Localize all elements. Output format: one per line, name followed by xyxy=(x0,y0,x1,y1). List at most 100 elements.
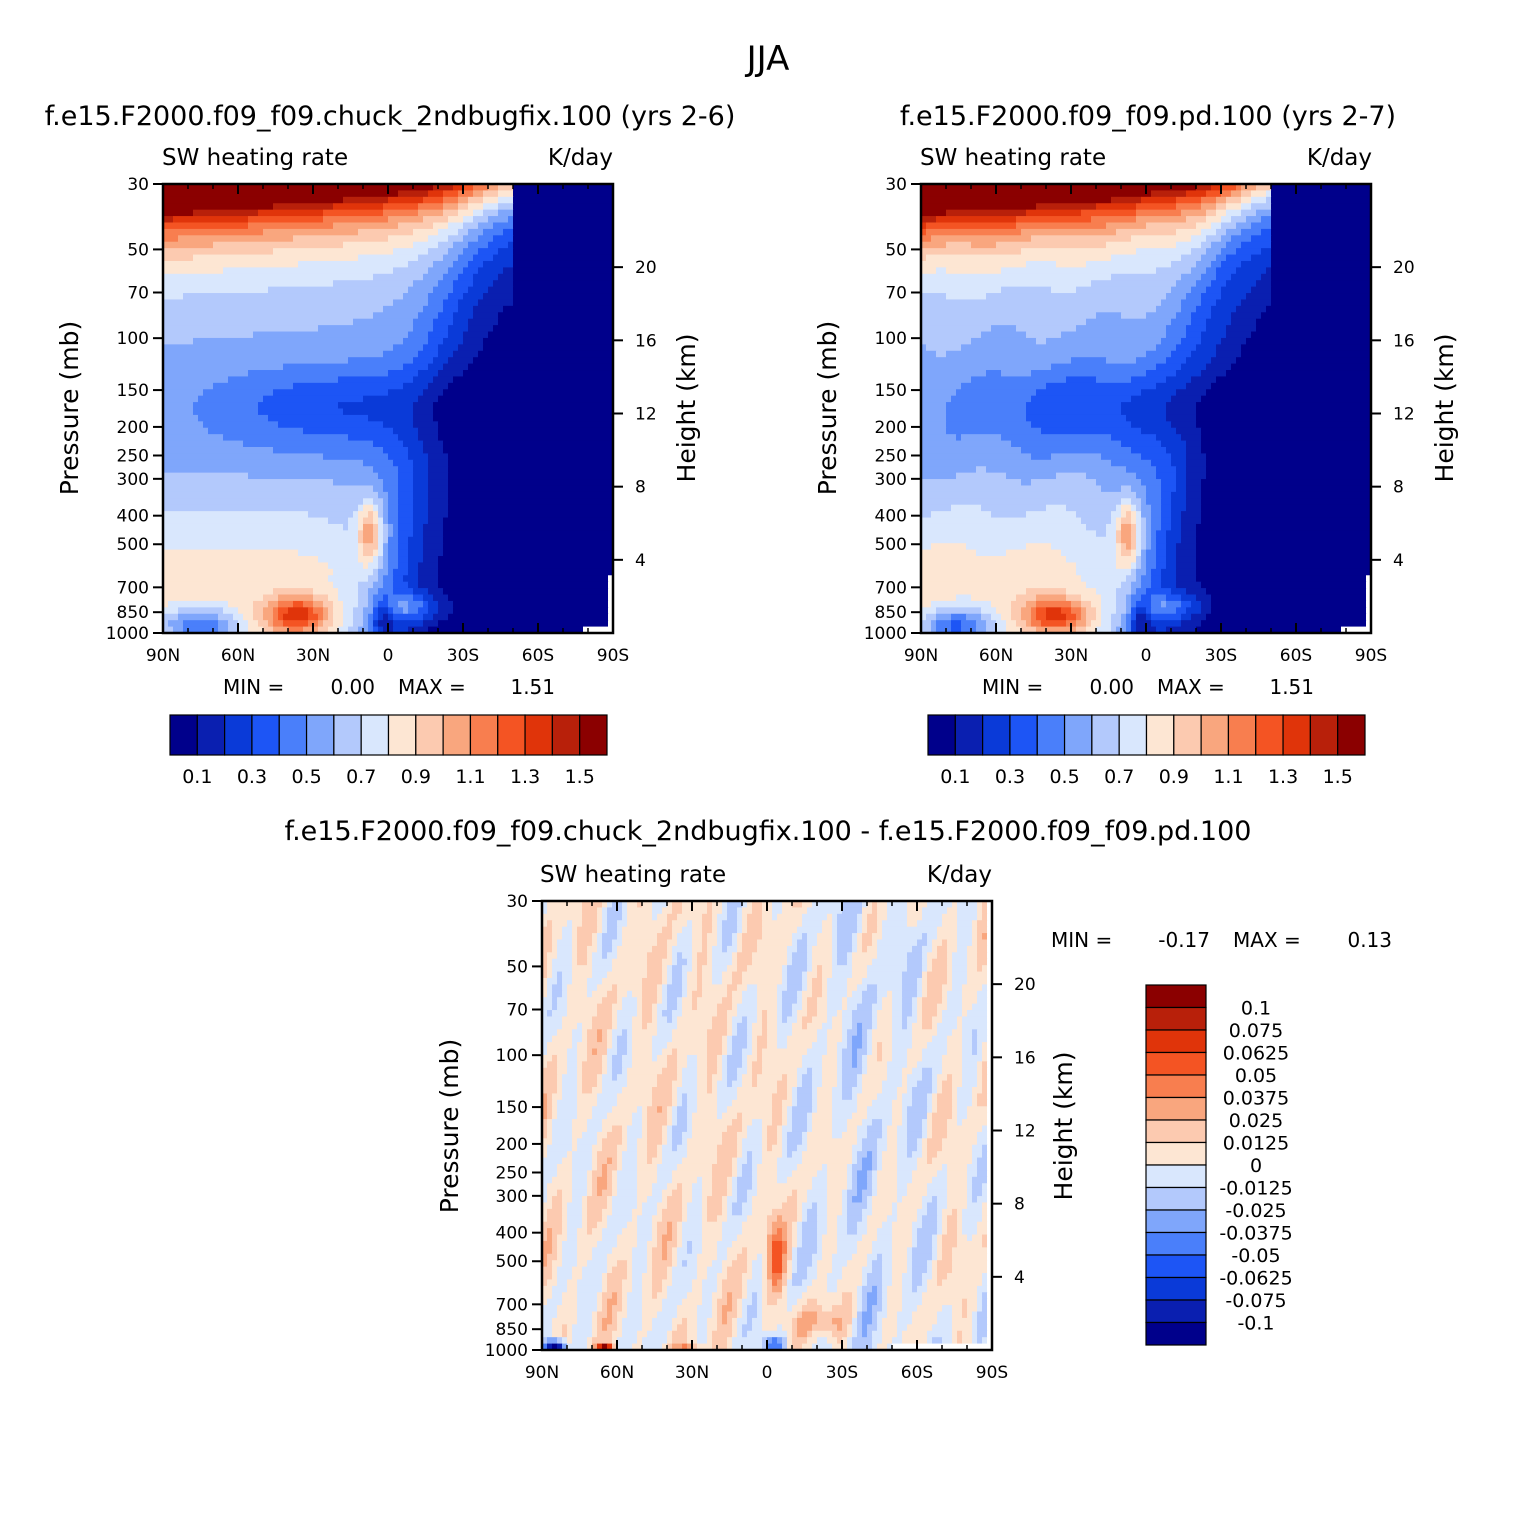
p3-y-tick-label: 400 xyxy=(496,1224,528,1244)
p2-y-tick-label: 250 xyxy=(875,446,907,466)
p1-y-tick-label: 300 xyxy=(117,470,149,490)
p2-right-tick-label: 8 xyxy=(1393,478,1404,498)
p2-x-tick-label: 90N xyxy=(904,646,938,666)
p3-colorbar-label: -0.1 xyxy=(1237,1313,1274,1335)
p2-x-tick-label: 30S xyxy=(1205,646,1237,666)
p2-colorbar-swatch xyxy=(1009,714,1038,756)
p2-right-tick-label: 20 xyxy=(1393,258,1415,278)
p1-colorbar-label: 1.3 xyxy=(510,766,540,788)
p3-y-tick-label: 500 xyxy=(496,1252,528,1272)
panel-1-right-ticks: 20 16 12 8 4 xyxy=(613,258,657,571)
panel-2-title: f.e15.F2000.f09_f09.pd.100 (yrs 2-7) xyxy=(900,101,1396,132)
p1-colorbar-label: 0.9 xyxy=(401,766,431,788)
p2-colorbar-swatch xyxy=(1091,714,1120,756)
panel-1-plot xyxy=(161,182,615,635)
p1-colorbar-swatch xyxy=(224,714,253,756)
p2-colorbar-swatch xyxy=(1337,714,1366,756)
panel-2: f.e15.F2000.f09_f09.pd.100 (yrs 2-7) SW … xyxy=(813,101,1459,788)
p2-y-tick-label: 150 xyxy=(875,381,907,401)
p2-colorbar-swatch xyxy=(1118,714,1148,756)
p2-x-tick-label: 0 xyxy=(1141,646,1152,666)
p3-y-tick-label: 700 xyxy=(496,1295,528,1315)
p1-x-tick-label: 90N xyxy=(146,646,180,666)
p2-colorbar-swatch xyxy=(927,714,956,756)
p2-y-tick-label: 700 xyxy=(875,578,907,598)
panel-2-ylabel-right: Height (km) xyxy=(1430,334,1459,483)
panel-3-colorbar: 0.10.0750.06250.050.03750.0250.01250-0.0… xyxy=(1145,984,1293,1346)
p3-y-tick-label: 300 xyxy=(496,1187,528,1207)
p2-y-tick-label: 500 xyxy=(875,535,907,555)
p1-colorbar-label: 0.5 xyxy=(291,766,321,788)
panel-3-title: f.e15.F2000.f09_f09.chuck_2ndbugfix.100 … xyxy=(285,816,1252,847)
p1-y-tick-label: 150 xyxy=(117,381,149,401)
p2-colorbar-label: 0.5 xyxy=(1049,766,1079,788)
p1-colorbar-swatch xyxy=(196,714,226,756)
panel-1-min-label: MIN = xyxy=(223,675,284,699)
figure-title: JJA xyxy=(745,39,790,79)
panel-3-plot xyxy=(540,899,994,1352)
p1-y-tick-label: 850 xyxy=(117,603,149,623)
p1-colorbar-swatch xyxy=(415,714,444,756)
panel-1-max-value: 1.51 xyxy=(510,675,555,699)
p1-colorbar-swatch xyxy=(251,714,280,756)
p3-colorbar-label: -0.075 xyxy=(1225,1290,1286,1312)
p2-colorbar-label: 0.1 xyxy=(940,766,970,788)
p1-right-tick-label: 8 xyxy=(635,478,646,498)
p1-right-tick-label: 20 xyxy=(635,258,657,278)
p3-y-tick-label: 70 xyxy=(506,1000,528,1020)
p2-x-tick-label: 60N xyxy=(979,646,1013,666)
panel-3-min-label: MIN = xyxy=(1051,928,1112,952)
p2-colorbar-label: 1.5 xyxy=(1323,766,1353,788)
p3-colorbar-swatch xyxy=(1145,1321,1207,1346)
p1-y-tick-label: 700 xyxy=(117,578,149,598)
p2-colorbar-label: 0.7 xyxy=(1104,766,1134,788)
p1-x-tick-label: 60N xyxy=(221,646,255,666)
p1-y-tick-label: 500 xyxy=(117,535,149,555)
p1-colorbar-swatch xyxy=(333,714,362,756)
panel-1: f.e15.F2000.f09_f09.chuck_2ndbugfix.100 … xyxy=(45,101,736,788)
p3-colorbar-label: -0.0375 xyxy=(1219,1223,1292,1245)
p1-y-tick-label: 400 xyxy=(117,507,149,527)
p3-right-tick-label: 4 xyxy=(1014,1268,1025,1288)
p3-y-tick-label: 100 xyxy=(496,1046,528,1066)
p1-colorbar-label: 0.3 xyxy=(237,766,267,788)
p1-colorbar-swatch xyxy=(387,714,417,756)
panel-1-max-label: MAX = xyxy=(398,675,466,699)
p2-y-tick-label: 850 xyxy=(875,603,907,623)
p3-right-tick-label: 12 xyxy=(1014,1121,1036,1141)
p2-colorbar-swatch xyxy=(1282,714,1311,756)
panel-3-ylabel: Pressure (mb) xyxy=(435,1039,464,1213)
p3-colorbar-swatch xyxy=(1145,1276,1207,1301)
p1-colorbar-label: 1.1 xyxy=(455,766,485,788)
panel-3-x-ticks: 90N 60N 30N 0 30S 60S 90S xyxy=(525,901,1008,1383)
p2-colorbar-swatch xyxy=(1200,714,1230,756)
p3-colorbar-swatch xyxy=(1145,1186,1207,1211)
panel-3-right-label: K/day xyxy=(927,862,992,888)
p2-y-tick-label: 100 xyxy=(875,329,907,349)
p1-x-tick-label: 30N xyxy=(296,646,330,666)
panel-2-min-value: 0.00 xyxy=(1089,675,1134,699)
p2-y-tick-label: 400 xyxy=(875,507,907,527)
p3-colorbar-swatch xyxy=(1145,1096,1207,1121)
panel-2-right-ticks: 20 16 12 8 4 xyxy=(1371,258,1415,571)
panel-2-max-label: MAX = xyxy=(1157,675,1225,699)
p2-y-tick-label: 70 xyxy=(885,283,907,303)
panel-3-max-label: MAX = xyxy=(1233,928,1301,952)
p3-right-tick-label: 8 xyxy=(1014,1195,1025,1215)
p1-colorbar-swatch xyxy=(442,714,472,756)
p3-colorbar-swatch xyxy=(1145,1231,1207,1256)
p2-colorbar-label: 1.1 xyxy=(1213,766,1243,788)
p3-y-tick-label: 850 xyxy=(496,1320,528,1340)
p2-right-tick-label: 4 xyxy=(1393,551,1404,571)
p1-colorbar-swatch xyxy=(278,714,308,756)
p2-colorbar-label: 1.3 xyxy=(1268,766,1298,788)
p1-x-tick-label: 0 xyxy=(383,646,394,666)
p2-colorbar-swatch xyxy=(1173,714,1202,756)
p1-x-tick-label: 90S xyxy=(597,646,629,666)
p2-right-tick-label: 12 xyxy=(1393,404,1415,424)
p3-colorbar-swatch xyxy=(1145,1119,1207,1144)
p3-colorbar-swatch xyxy=(1145,1141,1207,1166)
p2-colorbar-swatch xyxy=(954,714,984,756)
